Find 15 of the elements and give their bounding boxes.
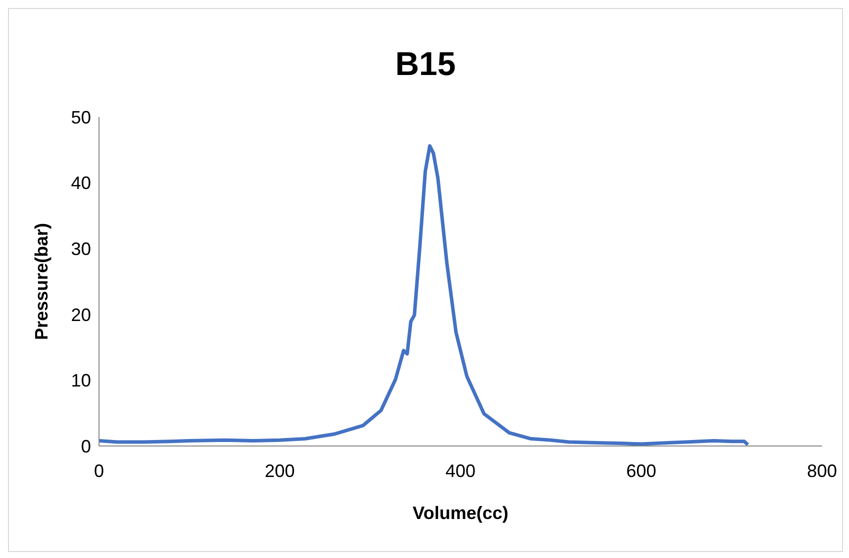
line-series bbox=[99, 144, 750, 446]
x-tick-label: 400 bbox=[445, 460, 476, 481]
y-tick-label: 0 bbox=[80, 436, 91, 456]
y-axis-title: Pressure(bar) bbox=[31, 222, 52, 340]
x-tick-label: 200 bbox=[264, 460, 295, 481]
x-tick-label: 0 bbox=[94, 460, 104, 481]
chart-title: B15 bbox=[394, 45, 457, 83]
x-tick-label: 800 bbox=[806, 460, 838, 481]
y-tick-label: 50 bbox=[70, 107, 91, 128]
y-tick-label: 10 bbox=[70, 370, 91, 391]
y-tick-label: 20 bbox=[70, 304, 91, 325]
x-tick-label: 600 bbox=[626, 460, 656, 481]
y-tick-label: 40 bbox=[70, 173, 91, 194]
y-tick-label: 30 bbox=[70, 238, 91, 259]
x-axis-title: Volume(cc) bbox=[412, 503, 508, 523]
